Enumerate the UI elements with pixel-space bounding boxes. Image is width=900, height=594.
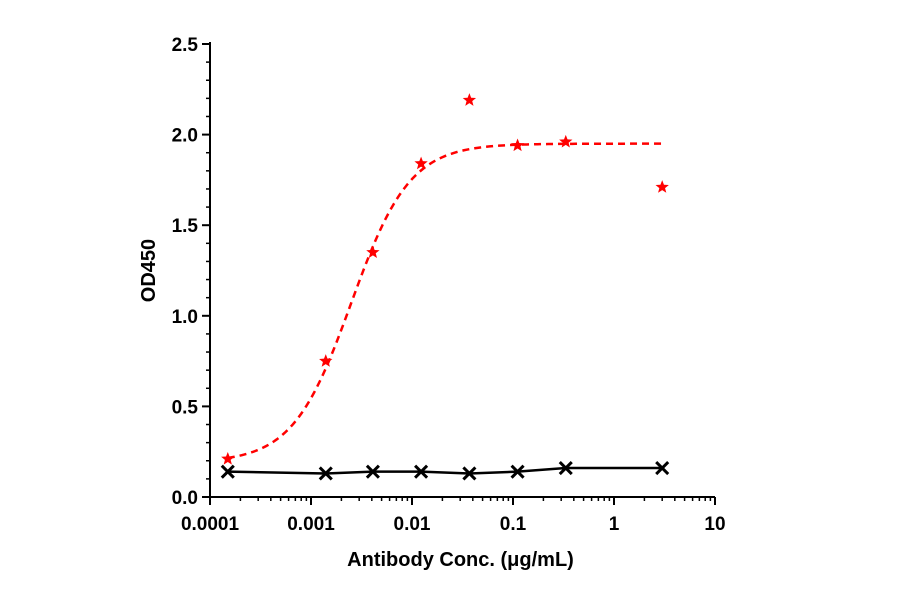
y-tick-label: 1.5: [172, 216, 199, 237]
y-tick-label: 2.0: [172, 126, 198, 147]
data-point: [414, 464, 429, 479]
data-point: [221, 451, 235, 465]
data-point: [559, 134, 573, 148]
y-tick-label: 0.0: [172, 488, 198, 509]
data-point: [318, 466, 333, 481]
fit-curve: [227, 142, 663, 460]
data-point: [510, 464, 525, 479]
x-axis-title: Antibody Conc. (μg/mL): [347, 549, 574, 571]
series-1: [220, 460, 670, 481]
series-line: [227, 466, 663, 475]
y-tick-label: 2.5: [172, 35, 199, 56]
x-tick-label: 0.1: [500, 514, 527, 535]
series-layer: [220, 93, 670, 481]
x-tick-label: 0.0001: [181, 514, 240, 535]
data-point: [414, 156, 428, 170]
x-tick-label: 0.001: [287, 514, 335, 535]
x-tick-label: 10: [704, 514, 725, 535]
y-axis-title: OD450: [138, 239, 160, 302]
series-0: [221, 93, 669, 465]
data-point: [365, 464, 380, 479]
data-point: [220, 464, 235, 479]
y-tick-label: 0.5: [172, 397, 199, 418]
x-tick-label: 0.01: [394, 514, 431, 535]
data-point: [655, 180, 669, 193]
x-tick-label: 1: [609, 514, 620, 535]
data-point: [366, 245, 380, 259]
data-point: [558, 460, 573, 476]
axes: 0.0 0.5 1.0 1.5 2.0 2.5 0.0001 0.001 0.01 0.1 1 10: [172, 35, 726, 535]
data-point: [462, 466, 477, 481]
y-tick-label: 1.0: [172, 307, 198, 328]
data-point: [510, 138, 525, 152]
data-point: [655, 460, 670, 476]
data-point: [462, 93, 477, 106]
data-point: [319, 354, 333, 367]
